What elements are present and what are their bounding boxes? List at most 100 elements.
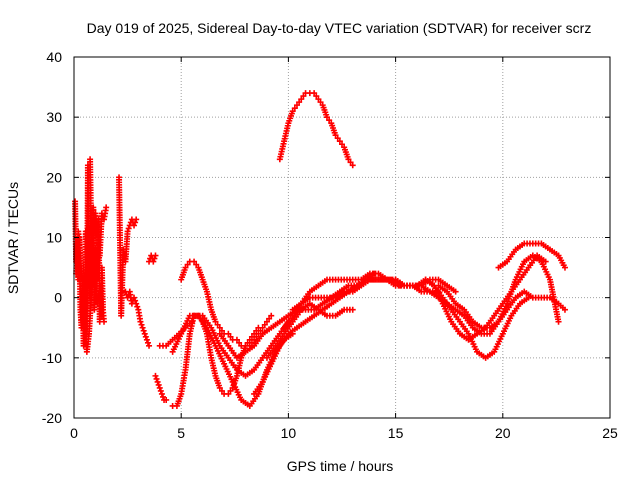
series-arc-peak-11h	[276, 90, 356, 169]
axes: 0 5 10 15 20 25 -20 -10 0 10 20 30 40	[42, 49, 618, 441]
data-point-dense	[261, 321, 268, 328]
data-point-dense	[214, 321, 221, 328]
data-point	[555, 318, 562, 325]
data-point-dense	[317, 99, 324, 106]
data-point	[225, 330, 232, 337]
data-point	[233, 336, 240, 343]
y-axis-label: SDTVAR / TECUs	[5, 182, 21, 294]
x-tick-label: 25	[602, 425, 618, 441]
series-arc-5h-peak	[178, 258, 275, 349]
data-point	[216, 324, 223, 331]
data-point	[98, 312, 105, 319]
series-arc-4h	[152, 372, 170, 403]
data-point	[154, 378, 161, 385]
data-point-dense	[300, 93, 307, 100]
data-point-dense	[257, 327, 264, 334]
y-tick-label: 40	[46, 49, 62, 65]
data-point	[345, 156, 352, 163]
data-point-dense	[151, 255, 158, 262]
data-point	[103, 204, 110, 211]
data-point-dense	[291, 105, 298, 112]
data-point	[542, 258, 549, 265]
data-point-dense	[132, 297, 139, 304]
x-tick-label: 15	[388, 425, 404, 441]
data-point	[133, 216, 140, 223]
data-point-dense	[236, 339, 243, 346]
data-point	[191, 258, 198, 265]
y-tick-label: -20	[42, 410, 62, 426]
x-tick-label: 20	[495, 425, 511, 441]
data-point-dense	[153, 375, 160, 382]
series-arc-early-3	[87, 156, 110, 259]
data-point-dense	[144, 339, 151, 346]
data-point	[124, 228, 131, 235]
data-point-dense	[184, 261, 191, 268]
data-point-dense	[193, 261, 200, 268]
x-tick-label: 10	[281, 425, 297, 441]
data-point	[336, 138, 343, 145]
series-arc-17h	[435, 282, 568, 331]
data-point	[561, 306, 568, 313]
series-arc-2h	[116, 174, 140, 319]
data-point	[561, 264, 568, 271]
y-tick-label: 0	[54, 290, 62, 306]
data-point	[101, 318, 108, 325]
data-point-dense	[227, 333, 234, 340]
grid-lines	[74, 57, 610, 418]
data-point	[143, 336, 150, 343]
data-point	[349, 162, 356, 169]
data-point-dense	[157, 387, 164, 394]
data-point	[216, 384, 223, 391]
series-arc-3_5h	[146, 252, 159, 265]
data-point	[152, 372, 159, 379]
series-arc-20h	[495, 240, 568, 271]
data-point	[139, 324, 146, 331]
x-tick-label: 0	[70, 425, 78, 441]
data-point	[141, 330, 148, 337]
data-point	[332, 132, 339, 139]
y-tick-label: 10	[46, 230, 62, 246]
data-point-dense	[334, 135, 341, 142]
chart-title: Day 019 of 2025, Sidereal Day-to-day VTE…	[87, 20, 592, 36]
data-point-dense	[132, 219, 139, 226]
data-point-dense	[134, 303, 141, 310]
data-point	[259, 324, 266, 331]
data-point	[452, 288, 459, 295]
series-arc-10_5h	[289, 276, 459, 313]
y-tick-label: 20	[46, 169, 62, 185]
data-point	[152, 252, 159, 259]
data-point-dense	[155, 381, 162, 388]
data-point	[156, 384, 163, 391]
x-tick-label: 5	[177, 425, 185, 441]
data-point	[268, 312, 275, 319]
data-point	[163, 396, 170, 403]
data-point-dense	[218, 327, 225, 334]
data-point-dense	[339, 141, 345, 148]
data-point	[298, 96, 305, 103]
data-point	[251, 336, 258, 343]
data-point-dense	[218, 387, 225, 394]
data-point-dense	[159, 393, 166, 400]
data-point-dense	[266, 315, 273, 322]
data-point-dense	[142, 333, 149, 340]
data-point	[150, 258, 157, 265]
data-point-dense	[138, 321, 145, 328]
data-point	[146, 342, 153, 349]
x-axis-label: GPS time / hours	[287, 458, 394, 474]
data-point-dense	[347, 159, 354, 166]
data-point-dense	[140, 327, 147, 334]
data-point-dense	[313, 93, 320, 100]
series-arc-9h	[263, 300, 356, 361]
data-point	[131, 294, 138, 301]
data-point	[311, 90, 318, 97]
data-point	[225, 390, 232, 397]
data-point	[182, 264, 189, 271]
data-point	[133, 300, 140, 307]
data-point	[158, 390, 165, 397]
data-point	[293, 102, 300, 109]
series-arc-2_5h	[122, 288, 153, 349]
data-point	[212, 318, 219, 325]
plot-points	[72, 90, 568, 409]
data-point	[349, 306, 356, 313]
data-point	[131, 222, 138, 229]
